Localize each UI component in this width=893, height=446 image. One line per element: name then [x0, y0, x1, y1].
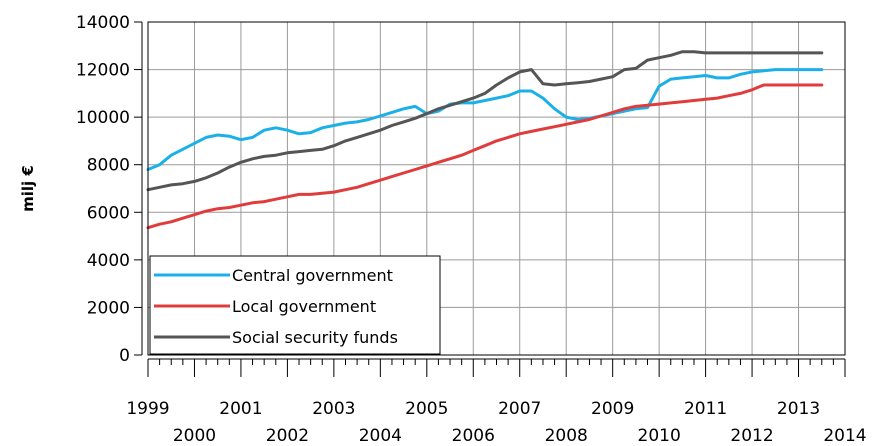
y-axis-title: milj €: [19, 165, 37, 212]
legend-label: Local government: [232, 297, 376, 316]
x-tick-label: 2006: [452, 426, 495, 446]
y-tick-label: 12000: [76, 61, 130, 81]
x-tick-label: 2010: [638, 426, 681, 446]
series-layer: [146, 50, 824, 230]
x-tick-label: 1999: [126, 399, 169, 419]
legend-label: Central government: [232, 266, 393, 285]
x-tick-label: 2013: [777, 399, 820, 419]
series-line-central-government: [146, 68, 824, 171]
series-line-local-government: [146, 83, 824, 230]
y-tick-label: 10000: [76, 108, 130, 128]
x-tick-label: 2003: [312, 399, 355, 419]
x-tick-label: 2000: [173, 426, 216, 446]
x-tick-label: 2004: [359, 426, 402, 446]
x-tick-label: 2009: [591, 399, 634, 419]
legend: Central government Local government Social…: [149, 255, 441, 355]
x-tick-label: 2012: [730, 426, 773, 446]
series-line-social-security-funds: [146, 50, 824, 192]
x-tick-label: 2011: [684, 399, 727, 419]
x-tick-label: 2014: [823, 426, 866, 446]
legend-label: Social security funds: [232, 328, 398, 347]
grid-lines: [148, 22, 845, 355]
y-tick-label: 8000: [87, 156, 130, 176]
x-tick-label: 2005: [405, 399, 448, 419]
y-tick-label: 0: [119, 346, 130, 366]
y-tick-label: 4000: [87, 251, 130, 271]
axes: 1999 2001 2003 2005 2007 2009 2011 2013 2000 2002…: [76, 13, 867, 446]
x-tick-label: 2001: [219, 399, 262, 419]
x-tick-label: 2007: [498, 399, 541, 419]
x-tick-label: 2008: [545, 426, 588, 446]
y-tick-label: 2000: [87, 298, 130, 318]
y-tick-label: 14000: [76, 13, 130, 33]
y-tick-label: 6000: [87, 203, 130, 223]
x-tick-label: 2002: [266, 426, 309, 446]
plot-area-border: [147, 21, 846, 356]
